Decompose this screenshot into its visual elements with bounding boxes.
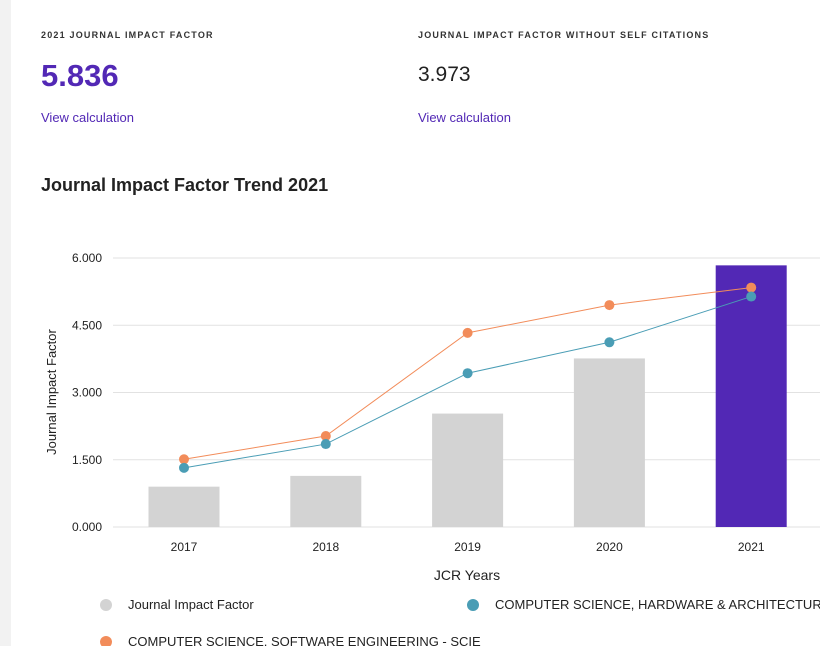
bar-2020 <box>573 358 645 527</box>
jif-without-self-citations-view-calculation-link[interactable]: View calculation <box>418 110 511 125</box>
series-point-1-2018 <box>320 439 331 450</box>
series-point-2-2021 <box>746 282 757 293</box>
legend-label: Journal Impact Factor <box>128 597 254 612</box>
legend-label: COMPUTER SCIENCE, SOFTWARE ENGINEERING -… <box>128 634 481 646</box>
series-point-1-2021 <box>746 291 757 302</box>
series-point-1-2019 <box>462 368 473 379</box>
jif-value: 5.836 <box>41 58 119 93</box>
legend-item-hardware-architecture[interactable]: COMPUTER SCIENCE, HARDWARE & ARCHITECTUR… <box>467 597 820 612</box>
x-tick-label: 2017 <box>171 540 198 554</box>
series-point-1-2020 <box>604 337 615 348</box>
y-tick-label: 1.500 <box>72 453 102 467</box>
series-point-2-2018 <box>320 430 331 441</box>
series-point-2-2017 <box>179 454 189 465</box>
legend-item-journal-impact-factor[interactable]: Journal Impact Factor <box>100 597 254 612</box>
jif-label: 2021 JOURNAL IMPACT FACTOR <box>41 30 214 40</box>
bar-2019 <box>432 413 504 527</box>
bar-2021 <box>715 265 787 527</box>
x-tick-label: 2018 <box>312 540 339 554</box>
jif-view-calculation-link[interactable]: View calculation <box>41 110 134 125</box>
y-tick-label: 6.000 <box>72 251 102 265</box>
legend-marker-icon <box>100 635 112 646</box>
bar-2017 <box>148 486 220 527</box>
jif-without-self-citations-value: 3.973 <box>418 63 471 86</box>
chart-title: Journal Impact Factor Trend 2021 <box>41 175 329 195</box>
y-tick-label: 4.500 <box>72 318 102 332</box>
y-tick-label: 0.000 <box>72 520 102 534</box>
legend-item-software-engineering[interactable]: COMPUTER SCIENCE, SOFTWARE ENGINEERING -… <box>100 634 481 646</box>
jif-without-self-citations-label: JOURNAL IMPACT FACTOR WITHOUT SELF CITAT… <box>418 30 710 40</box>
x-tick-label: 2020 <box>596 540 623 554</box>
series-point-2-2020 <box>604 300 615 311</box>
legend-label: COMPUTER SCIENCE, HARDWARE & ARCHITECTUR… <box>495 597 820 612</box>
x-axis-label: JCR Years <box>434 567 500 583</box>
legend-marker-icon <box>467 598 479 611</box>
x-tick-label: 2021 <box>738 540 765 554</box>
series-point-1-2017 <box>179 462 189 473</box>
bar-2018 <box>290 475 362 527</box>
left-panel-edge <box>0 0 11 646</box>
legend-marker-icon <box>100 598 112 611</box>
series-point-2-2019 <box>462 327 473 338</box>
y-axis-label: Journal Impact Factor <box>44 328 59 454</box>
x-tick-label: 2019 <box>454 540 481 554</box>
y-tick-label: 3.000 <box>72 386 102 400</box>
